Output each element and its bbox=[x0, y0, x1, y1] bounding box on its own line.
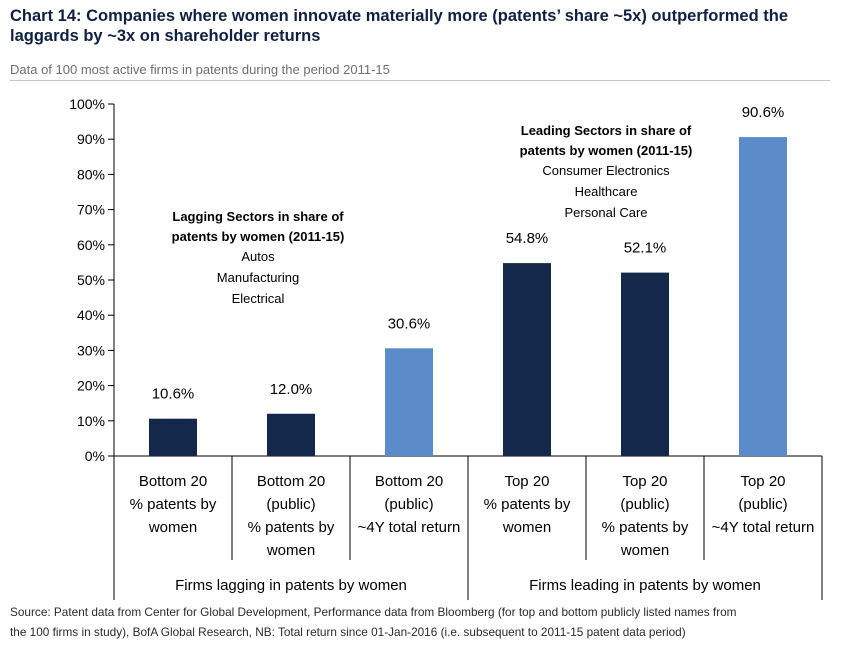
category-label: % patents by bbox=[484, 496, 571, 513]
bar bbox=[503, 263, 551, 456]
y-tick-label: 70% bbox=[77, 202, 105, 218]
category-label: (public) bbox=[266, 496, 315, 513]
y-tick-label: 100% bbox=[69, 96, 105, 112]
y-tick-label: 10% bbox=[77, 413, 105, 429]
category-label: (public) bbox=[620, 496, 669, 513]
lagging-sectors-note-heading: patents by women (2011-15) bbox=[172, 229, 345, 244]
source-line-2: the 100 firms in study), BofA Global Res… bbox=[10, 625, 686, 639]
category-label: women bbox=[502, 519, 551, 536]
category-label: (public) bbox=[738, 496, 787, 513]
leading-sectors-note-heading: patents by women (2011-15) bbox=[520, 143, 693, 158]
category-label: Bottom 20 bbox=[257, 473, 325, 490]
category-label: ~4Y total return bbox=[358, 519, 461, 536]
y-tick-label: 80% bbox=[77, 166, 105, 182]
y-tick-label: 30% bbox=[77, 342, 105, 358]
category-label: women bbox=[620, 542, 669, 559]
category-label: % patents by bbox=[248, 519, 335, 536]
y-tick-label: 20% bbox=[77, 378, 105, 394]
bar bbox=[739, 137, 787, 456]
bar-value-label: 12.0% bbox=[270, 381, 313, 398]
bar bbox=[149, 418, 197, 456]
category-label: Bottom 20 bbox=[375, 473, 443, 490]
bar bbox=[267, 413, 315, 456]
bar-value-label: 30.6% bbox=[388, 315, 431, 332]
chart-title: Chart 14: Companies where women innovate… bbox=[10, 6, 860, 46]
y-tick-label: 50% bbox=[77, 272, 105, 288]
subtitle-divider bbox=[10, 80, 830, 81]
y-tick-label: 90% bbox=[77, 131, 105, 147]
group-label: Firms lagging in patents by women bbox=[175, 577, 407, 594]
chart-subtitle: Data of 100 most active firms in patents… bbox=[10, 62, 390, 77]
category-label: Top 20 bbox=[504, 473, 549, 490]
bar-value-label: 54.8% bbox=[506, 230, 549, 247]
bar-value-label: 90.6% bbox=[742, 104, 785, 121]
category-label: (public) bbox=[384, 496, 433, 513]
lagging-sectors-note-item: Autos bbox=[241, 249, 275, 264]
category-label: % patents by bbox=[602, 519, 689, 536]
y-tick-label: 60% bbox=[77, 237, 105, 253]
category-label: Bottom 20 bbox=[139, 473, 207, 490]
bar-value-label: 52.1% bbox=[624, 240, 667, 257]
category-label: women bbox=[148, 519, 197, 536]
leading-sectors-note-item: Healthcare bbox=[575, 184, 638, 199]
category-label: % patents by bbox=[130, 496, 217, 513]
lagging-sectors-note-item: Electrical bbox=[232, 291, 285, 306]
category-label: ~4Y total return bbox=[712, 519, 815, 536]
lagging-sectors-note-heading: Lagging Sectors in share of bbox=[172, 209, 344, 224]
category-label: Top 20 bbox=[740, 473, 785, 490]
leading-sectors-note-item: Consumer Electronics bbox=[542, 163, 670, 178]
chart-title-line-1: Chart 14: Companies where women innovate… bbox=[10, 7, 789, 25]
lagging-sectors-note-item: Manufacturing bbox=[217, 270, 299, 285]
source-line-1: Source: Patent data from Center for Glob… bbox=[10, 605, 737, 619]
y-tick-label: 0% bbox=[85, 448, 105, 464]
bar bbox=[621, 272, 669, 456]
leading-sectors-note-heading: Leading Sectors in share of bbox=[521, 123, 692, 138]
chart-title-line-2: laggards by ~3x on shareholder returns bbox=[10, 27, 321, 45]
group-label: Firms leading in patents by women bbox=[529, 577, 761, 594]
bar-chart: 0% 10% 20% 30% 40% 50% 60% 70% 80% 90% 100% 10.6% Bo… bbox=[69, 96, 823, 600]
y-tick-label: 40% bbox=[77, 307, 105, 323]
category-label: women bbox=[266, 542, 315, 559]
bar bbox=[385, 348, 433, 456]
source-note: Source: Patent data from Center for Glob… bbox=[10, 602, 860, 642]
leading-sectors-note-item: Personal Care bbox=[564, 205, 647, 220]
category-label: Top 20 bbox=[622, 473, 667, 490]
bar-value-label: 10.6% bbox=[152, 386, 195, 403]
